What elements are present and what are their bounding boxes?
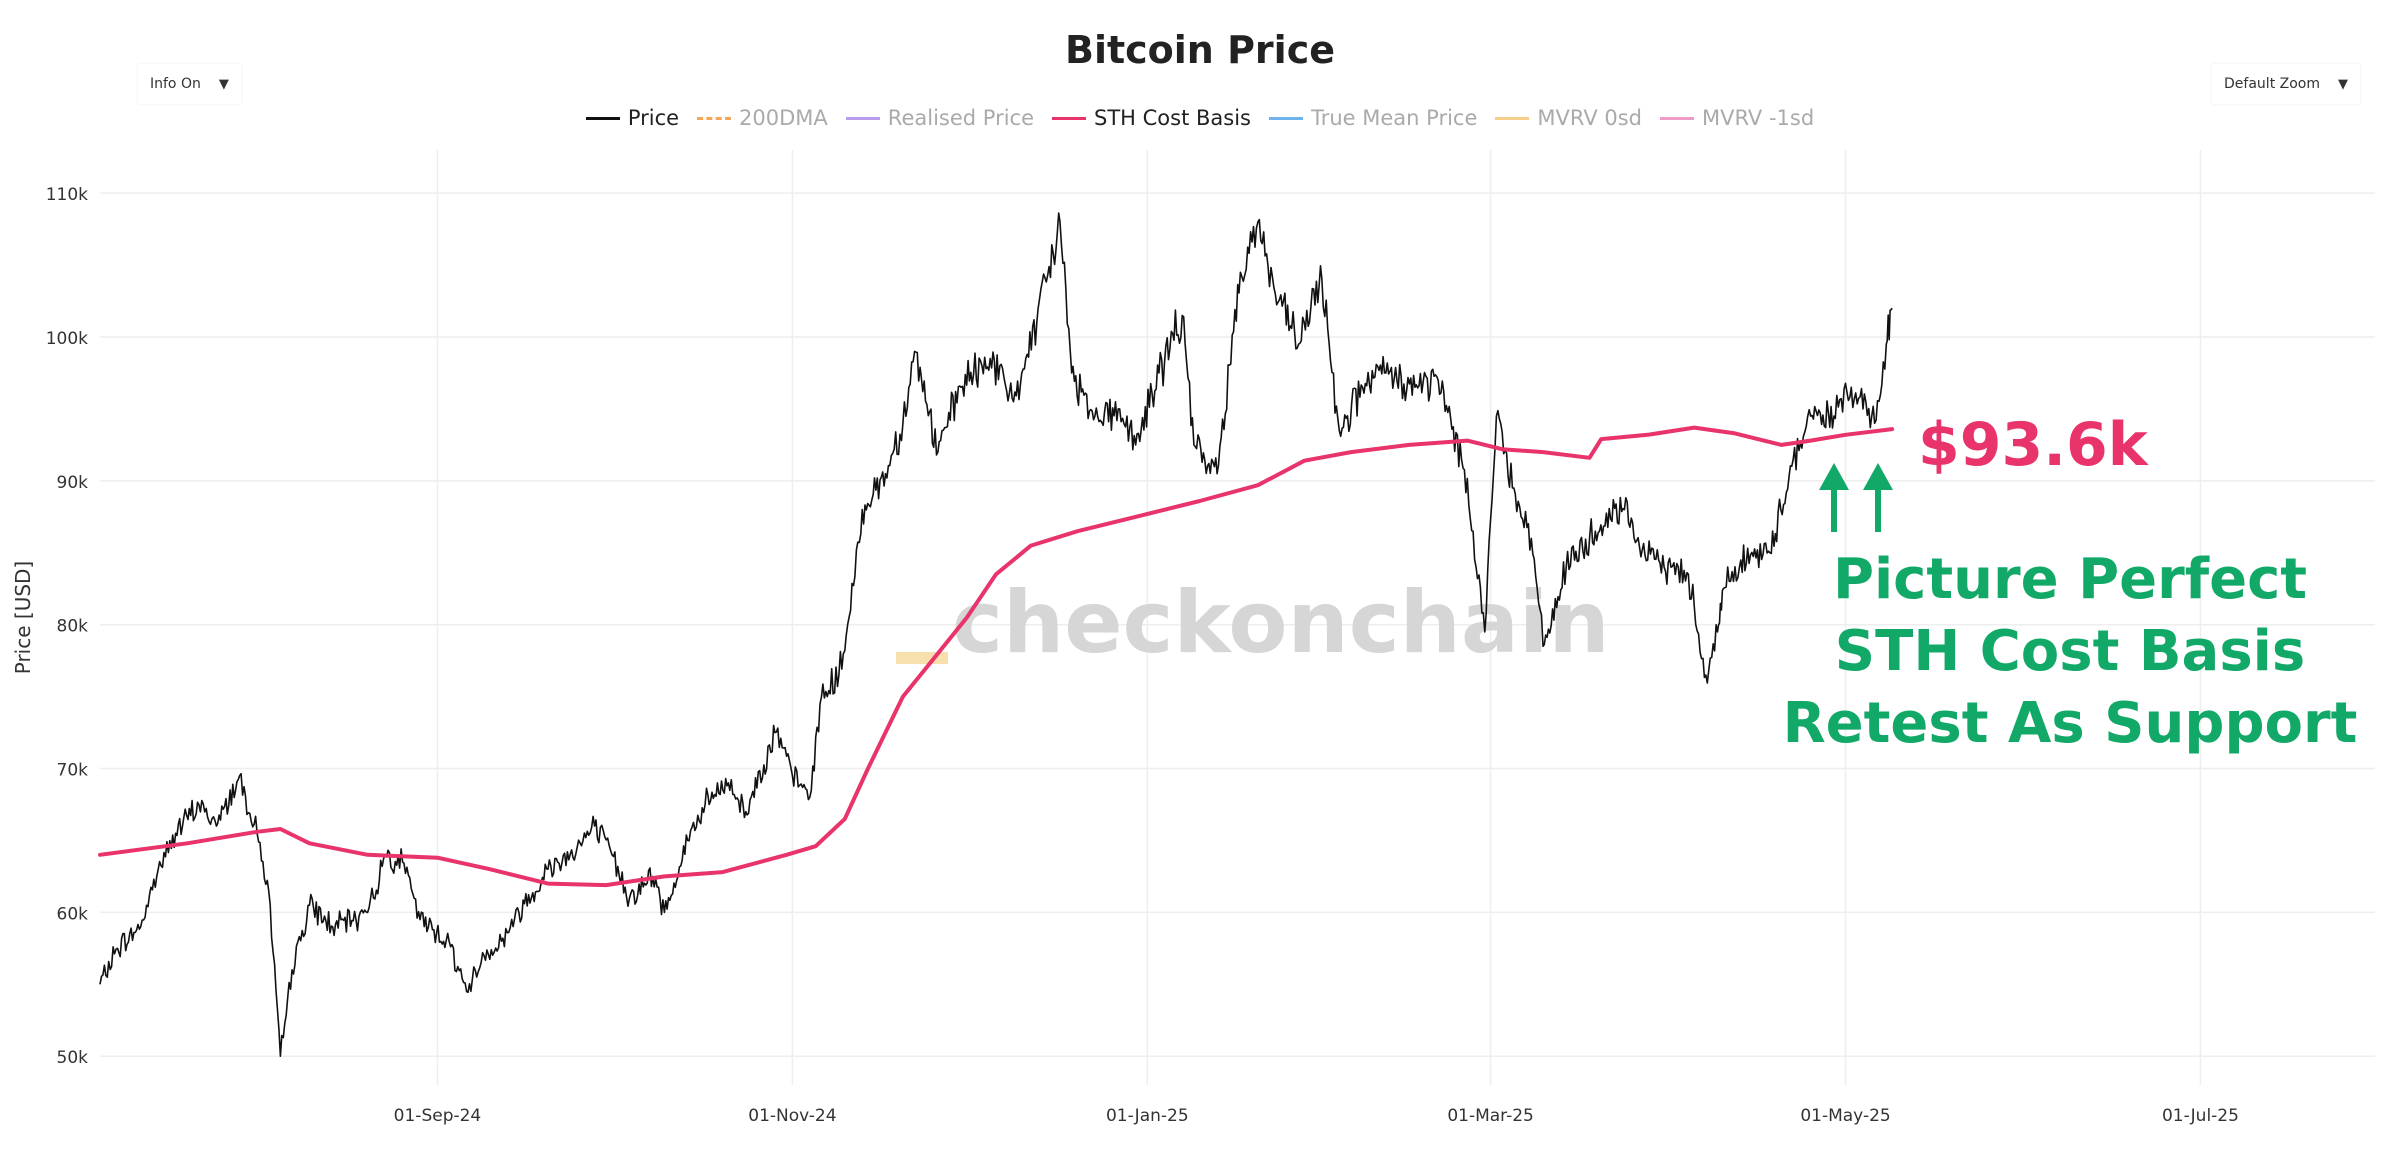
legend-swatch — [1660, 116, 1694, 120]
legend-swatch — [697, 116, 732, 120]
sth-value-label: $93.6k — [1918, 410, 2150, 480]
info-dropdown-value: Info On — [150, 76, 201, 92]
legend-item[interactable]: MVRV -1sd — [1660, 106, 1814, 130]
legend-swatch — [1495, 116, 1530, 120]
y-tick-label: 90k — [57, 473, 89, 493]
legend-swatch — [1052, 116, 1086, 120]
y-tick-label: 70k — [57, 761, 89, 781]
legend-item[interactable]: Price — [585, 106, 680, 130]
x-tick-label: 01-May-25 — [1800, 1106, 1890, 1126]
y-tick-label: 110k — [46, 185, 88, 205]
legend-item[interactable]: 200DMA — [697, 106, 828, 130]
legend-label: MVRV -1sd — [1702, 106, 1815, 130]
legend-label: Price — [627, 106, 680, 130]
watermark: checkonchain — [896, 573, 1610, 673]
chevron-down-icon: ▼ — [218, 76, 229, 92]
up-arrow-icon — [1819, 463, 1849, 490]
legend-swatch — [585, 116, 620, 120]
annotation-caption-line: Picture Perfect — [1833, 547, 2307, 612]
legend-swatch — [1268, 116, 1303, 120]
legend-swatch — [845, 116, 880, 120]
grid-lines — [100, 150, 2375, 1085]
chevron-down-icon: ▼ — [2338, 76, 2348, 92]
legend-item[interactable]: True Mean Price — [1268, 106, 1478, 130]
legend-label: 200DMA — [739, 106, 828, 130]
chart-axes: 50k 60k 70k 80k 90k 100k 110k 01-Sep-24 01-Nov-2… — [11, 185, 2239, 1126]
y-tick-label: 80k — [57, 617, 89, 637]
annotation-caption-line: STH Cost Basis — [1835, 619, 2305, 684]
page-title: Bitcoin Price — [1064, 28, 1335, 72]
zoom-dropdown[interactable]: Default Zoom ▼ — [2212, 64, 2360, 104]
y-axis-label: Price [USD] — [11, 561, 35, 675]
series-line-sth-cost-basis — [98, 425, 1895, 888]
legend-label: Realised Price — [887, 106, 1034, 130]
legend-label: STH Cost Basis — [1094, 106, 1251, 130]
legend-label: True Mean Price — [1310, 106, 1478, 130]
chart-annotations: $93.6k Picture Perfect STH Cost Basis Retes… — [1783, 410, 2358, 756]
watermark-accent — [896, 652, 948, 664]
chart-legend: Price 200DMA Realised Price STH Cost Basis T… — [0, 106, 2400, 130]
up-arrow-icon — [1863, 463, 1893, 490]
x-tick-label: 01-Jan-25 — [1106, 1106, 1189, 1126]
zoom-dropdown-value: Default Zoom — [2224, 76, 2320, 92]
watermark-text: checkonchain — [952, 573, 1610, 673]
annotation-caption-line: Retest As Support — [1783, 691, 2358, 756]
x-tick-label: 01-Nov-24 — [748, 1106, 836, 1126]
chart-series — [98, 212, 1895, 1057]
legend-label: MVRV 0sd — [1537, 106, 1642, 130]
legend-item[interactable]: Realised Price — [845, 106, 1034, 130]
legend-item[interactable]: MVRV 0sd — [1495, 106, 1642, 130]
legend-item[interactable]: STH Cost Basis — [1052, 106, 1251, 130]
y-tick-label: 60k — [57, 904, 89, 924]
y-tick-label: 50k — [57, 1048, 89, 1068]
x-tick-label: 01-Jul-25 — [2162, 1106, 2239, 1126]
info-dropdown[interactable]: Info On ▼ — [138, 64, 241, 104]
x-tick-label: 01-Mar-25 — [1447, 1106, 1534, 1126]
y-tick-label: 100k — [46, 329, 88, 349]
x-tick-label: 01-Sep-24 — [394, 1106, 482, 1126]
